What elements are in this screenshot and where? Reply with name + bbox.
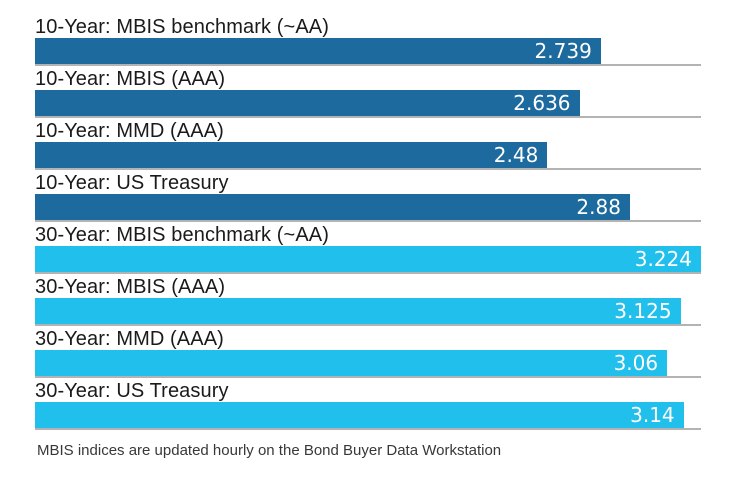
chart-footnote: MBIS indices are updated hourly on the B… [37,442,502,459]
bar: 3.125 [35,298,681,324]
bar-track: 2.48 [35,142,701,170]
bar-track: 3.06 [35,350,701,378]
bar-category-label: 10-Year: MBIS benchmark (~AA) [35,16,329,38]
bar-category-label: 30-Year: MMD (AAA) [35,328,224,350]
bar: 2.739 [35,38,601,64]
bond-yield-bar-chart: 10-Year: MBIS benchmark (~AA) 2.739 10-Y… [35,17,701,459]
bar-track: 2.636 [35,90,701,118]
chart-row: 30-Year: MBIS (AAA) 3.125 [35,277,701,329]
bar: 3.06 [35,350,668,376]
bar-value-label: 3.06 [613,351,659,375]
bar: 3.224 [35,246,701,272]
bar-category-label: 10-Year: US Treasury [35,172,229,194]
bar-track: 2.88 [35,194,701,222]
chart-row: 30-Year: US Treasury 3.14 [35,381,701,433]
chart-row: 10-Year: MMD (AAA) 2.48 [35,121,701,173]
chart-row: 10-Year: MBIS benchmark (~AA) 2.739 [35,17,701,69]
bar-value-label: 2.48 [493,143,539,167]
bar-track: 3.224 [35,246,701,274]
bar: 2.88 [35,194,630,220]
bar-value-label: 3.224 [634,247,692,271]
bar: 2.48 [35,142,548,168]
chart-row: 30-Year: MMD (AAA) 3.06 [35,329,701,381]
bar-track: 3.14 [35,402,701,430]
bar-category-label: 30-Year: MBIS benchmark (~AA) [35,224,329,246]
chart-row: 10-Year: MBIS (AAA) 2.636 [35,69,701,121]
bar-track: 3.125 [35,298,701,326]
bar-value-label: 3.125 [614,299,672,323]
bar-category-label: 30-Year: US Treasury [35,380,229,402]
bar-category-label: 10-Year: MBIS (AAA) [35,68,226,90]
bar: 2.636 [35,90,580,116]
bar-value-label: 3.14 [630,403,675,427]
bar-category-label: 30-Year: MBIS (AAA) [35,276,226,298]
chart-row: 10-Year: US Treasury 2.88 [35,173,701,225]
bar: 3.14 [35,402,684,428]
bar-value-label: 2.739 [534,39,592,63]
bar-value-label: 2.88 [576,195,621,219]
bar-category-label: 10-Year: MMD (AAA) [35,120,224,142]
bar-track: 2.739 [35,38,701,66]
chart-row: 30-Year: MBIS benchmark (~AA) 3.224 [35,225,701,277]
bar-value-label: 2.636 [513,91,571,115]
